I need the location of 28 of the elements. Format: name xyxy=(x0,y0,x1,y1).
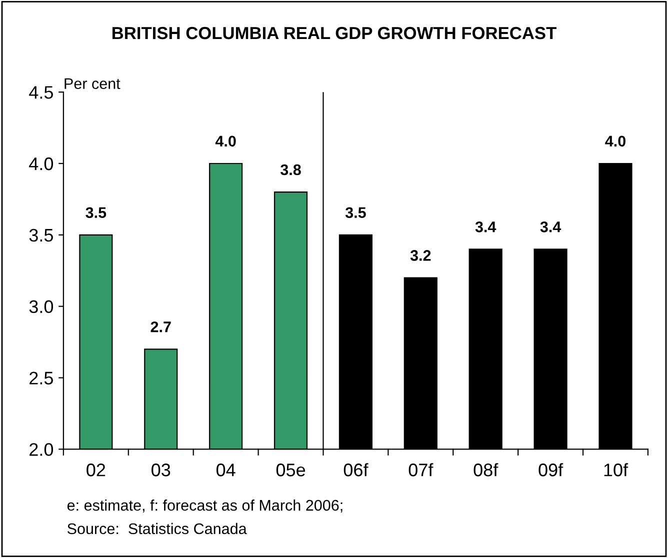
data-label: 3.5 xyxy=(345,207,366,218)
data-label: 3.2 xyxy=(410,250,431,261)
data-label: 3.4 xyxy=(475,221,496,232)
x-tick-label: 10f xyxy=(604,463,628,476)
x-tick-label: 08f xyxy=(474,463,498,476)
data-label: 4.0 xyxy=(215,136,236,147)
x-tick-label: 09f xyxy=(538,463,564,476)
x-tick-label: 07f xyxy=(408,463,434,476)
y-tick-label: 3.5 xyxy=(29,228,53,242)
y-tick-label: 4.5 xyxy=(29,86,53,99)
x-tick-label: 05e xyxy=(276,464,306,476)
chart-title: BRITISH COLUMBIA REAL GDP GROWTH FORECAST xyxy=(112,26,556,40)
y-tick-label: 2.5 xyxy=(30,372,53,384)
data-label: 3.5 xyxy=(86,207,106,218)
x-tick-label: 02 xyxy=(86,464,106,476)
data-label: 3.8 xyxy=(280,164,301,176)
data-label: 3.4 xyxy=(540,221,562,232)
data-label: 4.0 xyxy=(605,136,626,147)
y-tick-label: 3.0 xyxy=(29,300,54,314)
y-tick-label: 4.0 xyxy=(29,157,54,170)
source-note: Source: Statistics Canada xyxy=(67,522,247,534)
data-label: 2.7 xyxy=(150,321,171,332)
y-axis-title: Per cent xyxy=(64,78,120,90)
y-tick-label: 2.0 xyxy=(30,443,54,456)
x-tick-label: 03 xyxy=(152,464,170,476)
x-tick-label: 06f xyxy=(344,463,368,476)
x-tick-label: 04 xyxy=(216,464,236,476)
text: e: estimate, f: forecast as of March 2006; xyxy=(67,500,342,513)
